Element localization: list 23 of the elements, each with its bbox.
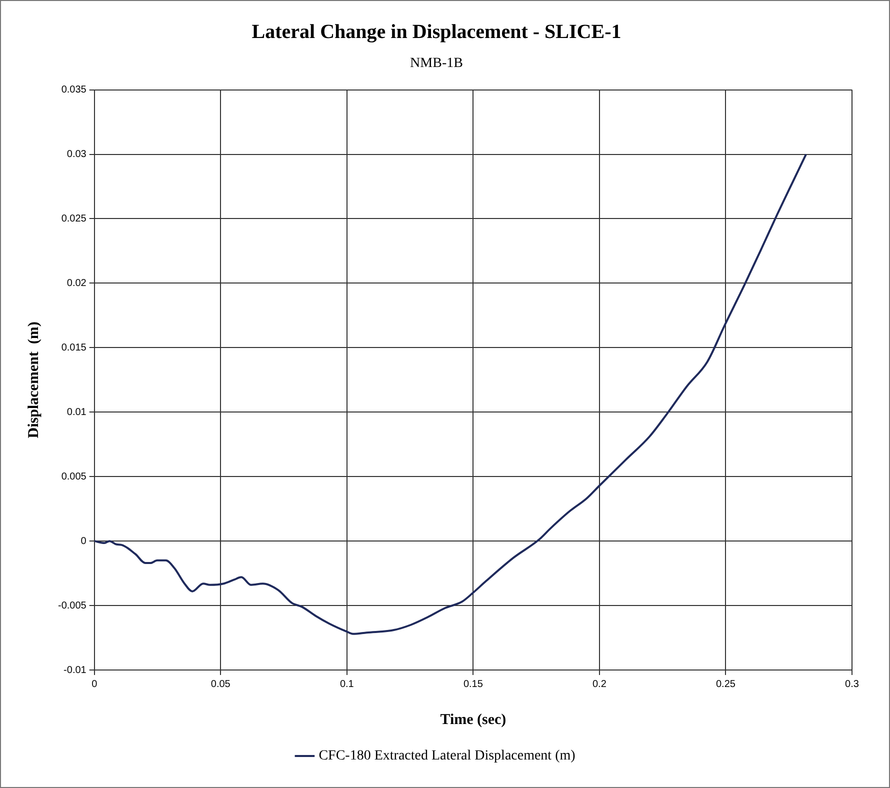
x-axis-title: Time (sec) [440, 712, 506, 728]
y-tick-label: 0.01 [66, 406, 87, 418]
chart-title: Lateral Change in Displacement - SLICE-1 [252, 21, 622, 44]
y-tick-label: -0.005 [58, 600, 87, 612]
x-tick-label: 0.1 [340, 678, 354, 690]
y-tick-label: 0 [80, 536, 87, 547]
y-tick-label: 0.035 [61, 84, 87, 96]
x-tick-label: 0.15 [463, 678, 484, 690]
x-tick-label: 0 [92, 678, 98, 690]
y-tick-label: 0.025 [61, 213, 87, 224]
y-tick-label: 0.015 [61, 342, 87, 354]
x-tick-label: 0.25 [716, 678, 736, 690]
x-tick-label: 0.3 [845, 678, 860, 690]
line-series [94, 153, 808, 635]
x-tick-label: 0.2 [592, 678, 607, 690]
y-tick-label: 0.03 [66, 149, 87, 160]
y-axis-title: Displacement (m) [26, 322, 42, 438]
y-tick-label: 0.005 [61, 471, 87, 482]
legend-label: CFC-180 Extracted Lateral Displacement (m) [318, 748, 576, 764]
chart-subtitle: NMB-1B [410, 56, 463, 72]
y-tick-label: -0.01 [64, 664, 87, 676]
x-tick-label: 0.05 [210, 678, 231, 690]
y-tick-label: 0.02 [66, 278, 87, 289]
